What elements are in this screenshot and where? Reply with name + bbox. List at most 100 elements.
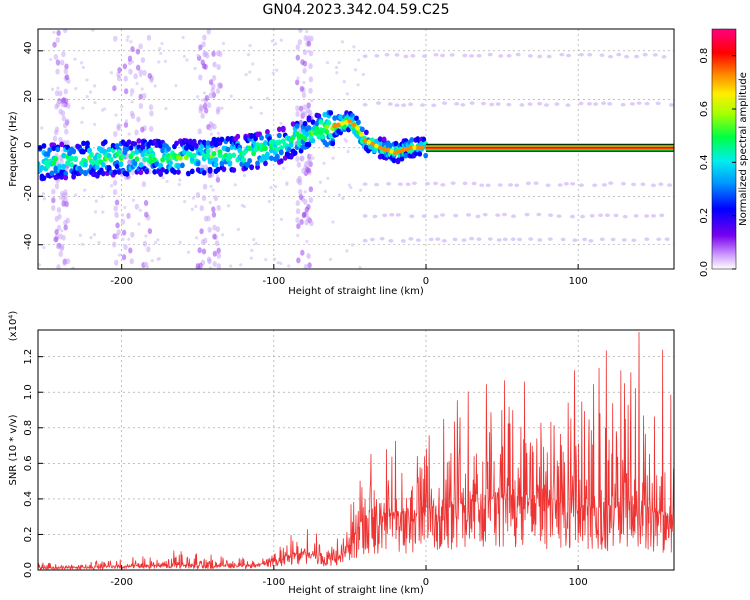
y-tick-label: 0.8 bbox=[23, 420, 34, 436]
heat-cell bbox=[93, 122, 97, 127]
heat-cell bbox=[198, 104, 204, 111]
heat-cell bbox=[160, 167, 166, 173]
heat-cell bbox=[385, 147, 391, 153]
heat-cell bbox=[149, 125, 154, 132]
snr-frame bbox=[37, 329, 675, 571]
heat-cell bbox=[278, 145, 284, 151]
heat-cell bbox=[64, 74, 70, 81]
heat-cell bbox=[566, 53, 572, 58]
heat-cell bbox=[57, 163, 63, 170]
heat-cell bbox=[201, 248, 207, 255]
heat-cell bbox=[308, 197, 314, 204]
heat-cell bbox=[401, 103, 407, 107]
heat-cell bbox=[138, 169, 144, 176]
heat-cell bbox=[116, 75, 122, 82]
heat-cell bbox=[54, 126, 60, 133]
spectrogram-x-ticks: -200 -100 0 100 bbox=[110, 264, 588, 287]
heat-cell bbox=[108, 156, 114, 163]
heat-cell bbox=[114, 259, 119, 266]
heat-cell bbox=[103, 107, 107, 111]
heat-cell bbox=[135, 64, 141, 71]
heat-cell bbox=[96, 153, 102, 159]
heat-cell bbox=[87, 173, 91, 177]
heat-cell bbox=[323, 189, 327, 193]
heat-cell bbox=[287, 264, 291, 268]
heat-cell bbox=[61, 97, 67, 104]
heat-cell bbox=[81, 140, 86, 147]
heat-cell bbox=[651, 214, 657, 218]
heat-cell bbox=[340, 40, 345, 44]
heat-cell bbox=[547, 237, 553, 241]
heat-cell bbox=[121, 229, 127, 236]
heat-cell bbox=[433, 214, 439, 219]
heat-cell bbox=[220, 233, 225, 237]
heat-cell bbox=[305, 166, 310, 173]
heat-cell bbox=[502, 212, 508, 217]
heat-cell bbox=[377, 136, 383, 142]
heat-cell bbox=[207, 166, 213, 173]
heat-cell bbox=[295, 156, 300, 163]
heat-cell bbox=[129, 93, 133, 97]
heat-cell bbox=[64, 63, 69, 70]
heat-cell bbox=[148, 158, 154, 165]
heat-cell bbox=[134, 203, 140, 210]
heat-cell bbox=[634, 54, 640, 59]
heat-cell bbox=[65, 217, 70, 224]
heat-cell bbox=[56, 264, 61, 269]
heat-cell bbox=[211, 75, 217, 82]
heat-cell bbox=[264, 257, 268, 262]
heat-cell bbox=[613, 213, 619, 218]
y-tick-label: 0 bbox=[23, 142, 34, 148]
y-tick-label: -40 bbox=[23, 234, 34, 250]
colorbar-tick-label: 0.0 bbox=[699, 261, 710, 277]
heat-cell bbox=[55, 243, 61, 250]
heat-cell bbox=[164, 168, 169, 175]
heat-cell bbox=[227, 154, 233, 160]
heat-cell bbox=[120, 218, 126, 225]
heat-cell bbox=[141, 181, 147, 188]
heat-cell bbox=[123, 244, 128, 251]
heat-cell bbox=[309, 220, 314, 227]
heat-cell bbox=[399, 155, 405, 162]
heat-cell bbox=[300, 249, 305, 256]
heat-cell bbox=[212, 233, 217, 240]
heat-cell bbox=[112, 169, 118, 175]
heat-cell bbox=[197, 128, 202, 135]
heat-cell bbox=[578, 101, 584, 106]
heat-cell bbox=[201, 195, 207, 202]
y-tick-label: 0.4 bbox=[23, 491, 34, 507]
heat-cell bbox=[242, 173, 247, 178]
heat-cell bbox=[89, 151, 94, 158]
x-tick-label: -200 bbox=[110, 577, 133, 588]
heat-cell bbox=[215, 108, 221, 115]
heat-cell bbox=[215, 176, 221, 183]
heat-cell bbox=[417, 151, 423, 157]
heat-cell bbox=[410, 54, 416, 58]
heat-cell bbox=[423, 152, 429, 159]
x-tick-label: 0 bbox=[423, 577, 429, 588]
heat-cell bbox=[302, 67, 307, 74]
heat-cell bbox=[56, 29, 61, 36]
heat-cell bbox=[138, 69, 143, 76]
y-tick-label: 0.0 bbox=[23, 562, 34, 578]
heat-cell bbox=[79, 61, 84, 65]
heat-cell bbox=[274, 42, 278, 46]
heat-cell bbox=[100, 195, 104, 199]
heat-cell bbox=[206, 215, 211, 222]
heat-cell bbox=[644, 214, 650, 218]
heat-cell bbox=[620, 102, 626, 107]
heat-cell bbox=[147, 228, 153, 235]
heat-cell bbox=[52, 41, 57, 48]
heat-cell bbox=[295, 200, 301, 207]
heat-cell bbox=[198, 44, 203, 51]
heat-cell bbox=[174, 84, 178, 88]
heat-cell bbox=[146, 246, 151, 253]
heat-cell bbox=[59, 141, 65, 148]
heat-cell bbox=[140, 57, 146, 64]
heat-cell bbox=[61, 152, 67, 159]
heat-cell bbox=[274, 146, 280, 153]
heat-cell bbox=[449, 53, 455, 57]
heat-cell bbox=[135, 81, 139, 86]
heat-cell bbox=[462, 181, 468, 186]
heat-cell bbox=[554, 102, 560, 106]
